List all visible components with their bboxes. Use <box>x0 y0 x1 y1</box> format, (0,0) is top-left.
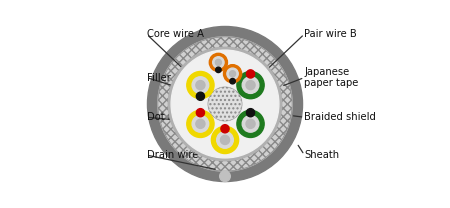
Circle shape <box>221 125 229 133</box>
Circle shape <box>216 59 221 66</box>
Circle shape <box>148 26 302 182</box>
Text: Core wire A: Core wire A <box>147 29 203 39</box>
Circle shape <box>242 115 259 132</box>
Circle shape <box>208 87 242 121</box>
Circle shape <box>247 70 255 78</box>
Circle shape <box>216 67 221 73</box>
Circle shape <box>158 37 292 171</box>
Circle shape <box>187 110 214 137</box>
Circle shape <box>230 78 235 84</box>
Circle shape <box>168 47 282 161</box>
Circle shape <box>171 50 279 158</box>
Text: Braided shield: Braided shield <box>304 112 376 122</box>
Circle shape <box>237 72 264 99</box>
Circle shape <box>237 110 264 137</box>
Circle shape <box>220 135 230 145</box>
Circle shape <box>224 65 242 83</box>
Text: Sheath: Sheath <box>304 150 340 160</box>
Circle shape <box>213 57 224 68</box>
Text: Filler: Filler <box>147 73 171 83</box>
Circle shape <box>220 171 230 182</box>
Circle shape <box>196 119 205 128</box>
Circle shape <box>247 109 255 117</box>
Text: Drain wire: Drain wire <box>147 150 198 160</box>
Text: Pair wire B: Pair wire B <box>304 29 357 39</box>
Circle shape <box>158 37 292 171</box>
Text: Dot mark: Dot mark <box>147 112 193 122</box>
Circle shape <box>196 109 204 117</box>
Circle shape <box>187 72 214 99</box>
Circle shape <box>217 132 233 148</box>
Circle shape <box>196 92 204 100</box>
Circle shape <box>209 53 227 72</box>
Circle shape <box>246 80 255 90</box>
Circle shape <box>230 71 236 77</box>
Circle shape <box>242 77 259 93</box>
Circle shape <box>246 119 255 128</box>
Circle shape <box>208 87 242 121</box>
Circle shape <box>196 80 205 90</box>
Circle shape <box>212 126 239 154</box>
Circle shape <box>192 115 209 132</box>
Circle shape <box>192 77 209 93</box>
Text: Japanese
paper tape: Japanese paper tape <box>304 67 359 88</box>
Circle shape <box>227 68 238 79</box>
